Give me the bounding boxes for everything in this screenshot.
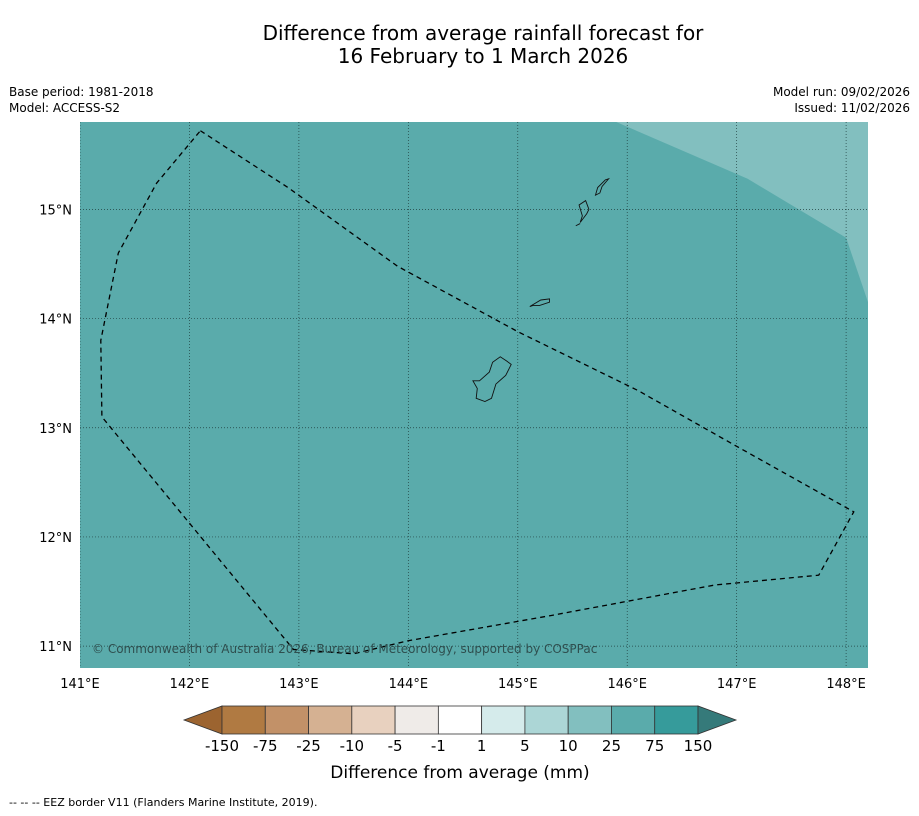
colorbar-tick-label: 150 [684,737,713,755]
colorbar-swatch [524,705,569,735]
colorbar-tick-label: -10 [340,737,365,755]
colorbar-tick-label: -75 [253,737,278,755]
colorbar-tick-label: 1 [477,737,487,755]
island-saipan [594,177,611,197]
colorbar-extend-high [697,705,738,735]
title-line-1: Difference from average rainfall forecas… [262,21,704,45]
rainfall-region-25-75 [616,122,868,303]
colorbar-tick-label: 10 [559,737,578,755]
colorbar-extend-low [182,705,223,735]
colorbar-tick-label: 5 [520,737,530,755]
lat-tick-label: 15°N [39,203,72,218]
title-line-2: 16 February to 1 March 2026 [337,44,629,68]
colorbar-swatch [308,705,353,735]
footer-note: -- -- -- EEZ border V11 (Flanders Marine… [9,796,318,809]
island-guam [472,356,512,403]
lat-tick-label: 12°N [39,531,72,546]
lon-tick-label: 142°E [170,677,210,692]
colorbar-swatch [394,705,439,735]
colorbar-title: Difference from average (mm) [330,763,589,783]
colorbar-swatch [437,705,483,735]
copyright-text: © Commonwealth of Australia 2026, Bureau… [92,642,597,656]
forecast-map: © Commonwealth of Australia 2026, Bureau… [39,122,868,783]
island-aguijan [575,223,581,227]
model-run: Model run: 09/02/2026 [772,85,910,99]
rainfall-field [80,122,868,668]
colorbar-swatch [264,705,309,735]
base-period: Base period: 1981-2018 [9,85,154,99]
lon-tick-label: 141°E [60,677,100,692]
lat-tick-label: 11°N [39,640,72,655]
map-layer: © Commonwealth of Australia 2026, Bureau… [39,122,868,692]
colorbar: -150 -75 -25 -10 -5 -1 1 5 10 25 75 150 Difference f… [182,705,738,783]
colorbar-tick-label: 25 [602,737,621,755]
lon-tick-label: 148°E [826,677,866,692]
colorbar-tick-label: -25 [296,737,321,755]
chart-title: Difference from average rainfall forecas… [0,22,919,68]
colorbar-tick-label: -1 [431,737,446,755]
colorbar-swatch [654,705,699,735]
colorbar-tick-label: 75 [645,737,664,755]
lon-tick-label: 144°E [389,677,429,692]
colorbar-tick-label: -5 [388,737,403,755]
colorbar-swatch [481,705,526,735]
colorbar-swatch [567,705,612,735]
colorbar-swatch [221,705,266,735]
colorbar-swatch [351,705,396,735]
island-rota [529,298,550,307]
colorbar-tick-label: -150 [205,737,239,755]
lat-tick-label: 13°N [39,422,72,437]
lon-tick-label: 146°E [607,677,647,692]
colorbar-swatch [611,705,656,735]
meta-right: Model run: 09/02/2026 Issued: 11/02/2026 [773,84,910,116]
eez-border [100,130,855,655]
meta-left: Base period: 1981-2018 Model: ACCESS-S2 [9,84,154,116]
issued-date: Issued: 11/02/2026 [794,101,910,115]
model-name: Model: ACCESS-S2 [9,101,121,115]
lon-tick-label: 143°E [279,677,319,692]
lon-tick-label: 147°E [717,677,757,692]
island-tinian [578,199,590,223]
lat-tick-label: 14°N [39,313,72,328]
lon-tick-label: 145°E [498,677,538,692]
